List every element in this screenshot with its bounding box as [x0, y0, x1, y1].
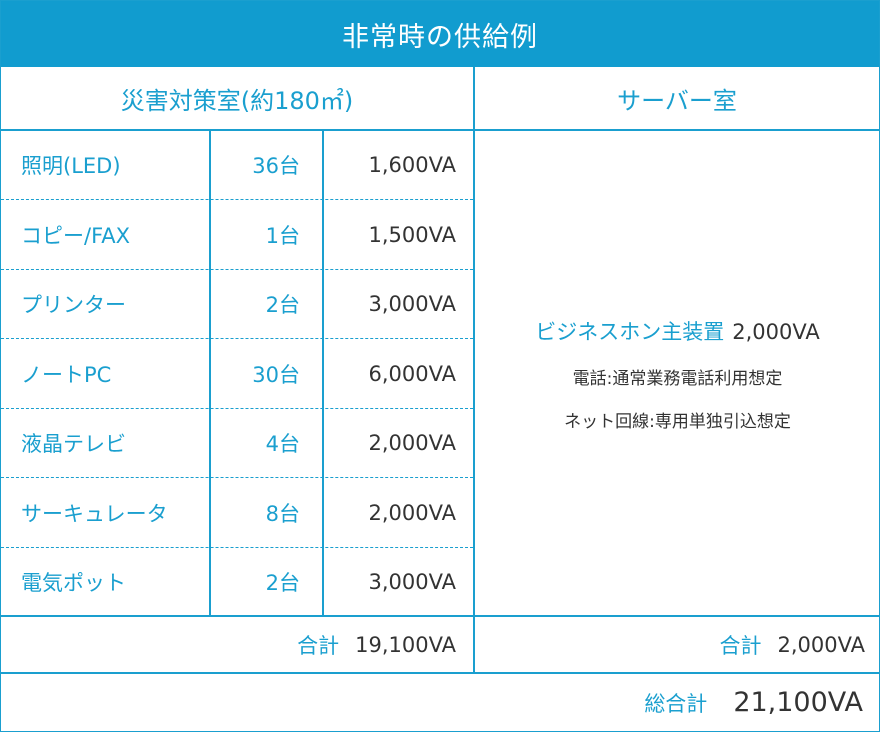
row-divider — [1, 269, 473, 270]
item-quantity: 36台 — [252, 154, 300, 178]
server-device-line: ビジネスホン主装置 2,000VA — [535, 316, 820, 346]
item-quantity: 8台 — [265, 501, 300, 526]
row-divider — [1, 408, 473, 409]
divider — [1, 129, 879, 131]
divider — [1, 615, 879, 617]
grand-total-value: 21,100VA — [733, 687, 863, 718]
item-quantity: 2台 — [265, 293, 300, 317]
server-equipment: ビジネスホン主装置 2,000VA 電話:通常業務電話利用想定 ネット回線:専用単… — [476, 131, 879, 616]
item-power: 2,000VA — [368, 431, 456, 455]
server-header: サーバー室 — [617, 86, 737, 115]
item-quantity: 30台 — [252, 362, 300, 387]
grand-total-label: 総合計 — [644, 691, 708, 716]
server-device-power: 2,000VA — [732, 319, 820, 344]
table-title: 非常時の供給例 — [1, 1, 879, 67]
item-power: 6,000VA — [368, 361, 456, 386]
server-device-name: ビジネスホン主装置 — [535, 319, 725, 344]
item-power: 3,000VA — [368, 292, 456, 316]
item-power: 1,600VA — [368, 153, 456, 177]
row-divider — [1, 338, 473, 339]
item-name: プリンター — [21, 293, 126, 317]
item-name: サーキュレータ — [21, 501, 168, 526]
row-divider — [1, 199, 473, 200]
divider — [209, 130, 211, 616]
item-power: 1,500VA — [368, 222, 456, 247]
grand-total: 総合計 21,100VA — [1, 674, 879, 731]
item-name: 液晶テレビ — [21, 432, 126, 456]
office-subtotal: 合計 19,100VA — [1, 617, 473, 672]
server-note-network: ネット回線:専用単独引込想定 — [564, 411, 791, 432]
server-subtotal: 合計 2,000VA — [475, 617, 879, 672]
item-quantity: 2台 — [265, 570, 300, 595]
divider — [1, 672, 879, 674]
item-quantity: 1台 — [265, 223, 300, 248]
office-header: 災害対策室(約180㎡) — [120, 86, 354, 115]
item-quantity: 4台 — [265, 432, 300, 456]
item-name: 照明(LED) — [21, 154, 121, 178]
item-name: ノートPC — [21, 362, 112, 387]
divider — [322, 130, 324, 616]
item-power: 3,000VA — [368, 569, 456, 594]
item-name: コピー/FAX — [21, 223, 130, 248]
item-name: 電気ポット — [21, 570, 126, 595]
row-divider — [1, 547, 473, 548]
row-divider — [1, 477, 473, 478]
divider — [473, 67, 475, 673]
office-subtotal-label: 合計 — [297, 633, 340, 658]
server-subtotal-label: 合計 — [719, 633, 762, 658]
item-power: 2,000VA — [368, 500, 456, 525]
office-subtotal-value: 19,100VA — [355, 632, 456, 657]
server-note-phone: 電話:通常業務電話利用想定 — [572, 368, 783, 389]
server-subtotal-value: 2,000VA — [777, 632, 865, 657]
